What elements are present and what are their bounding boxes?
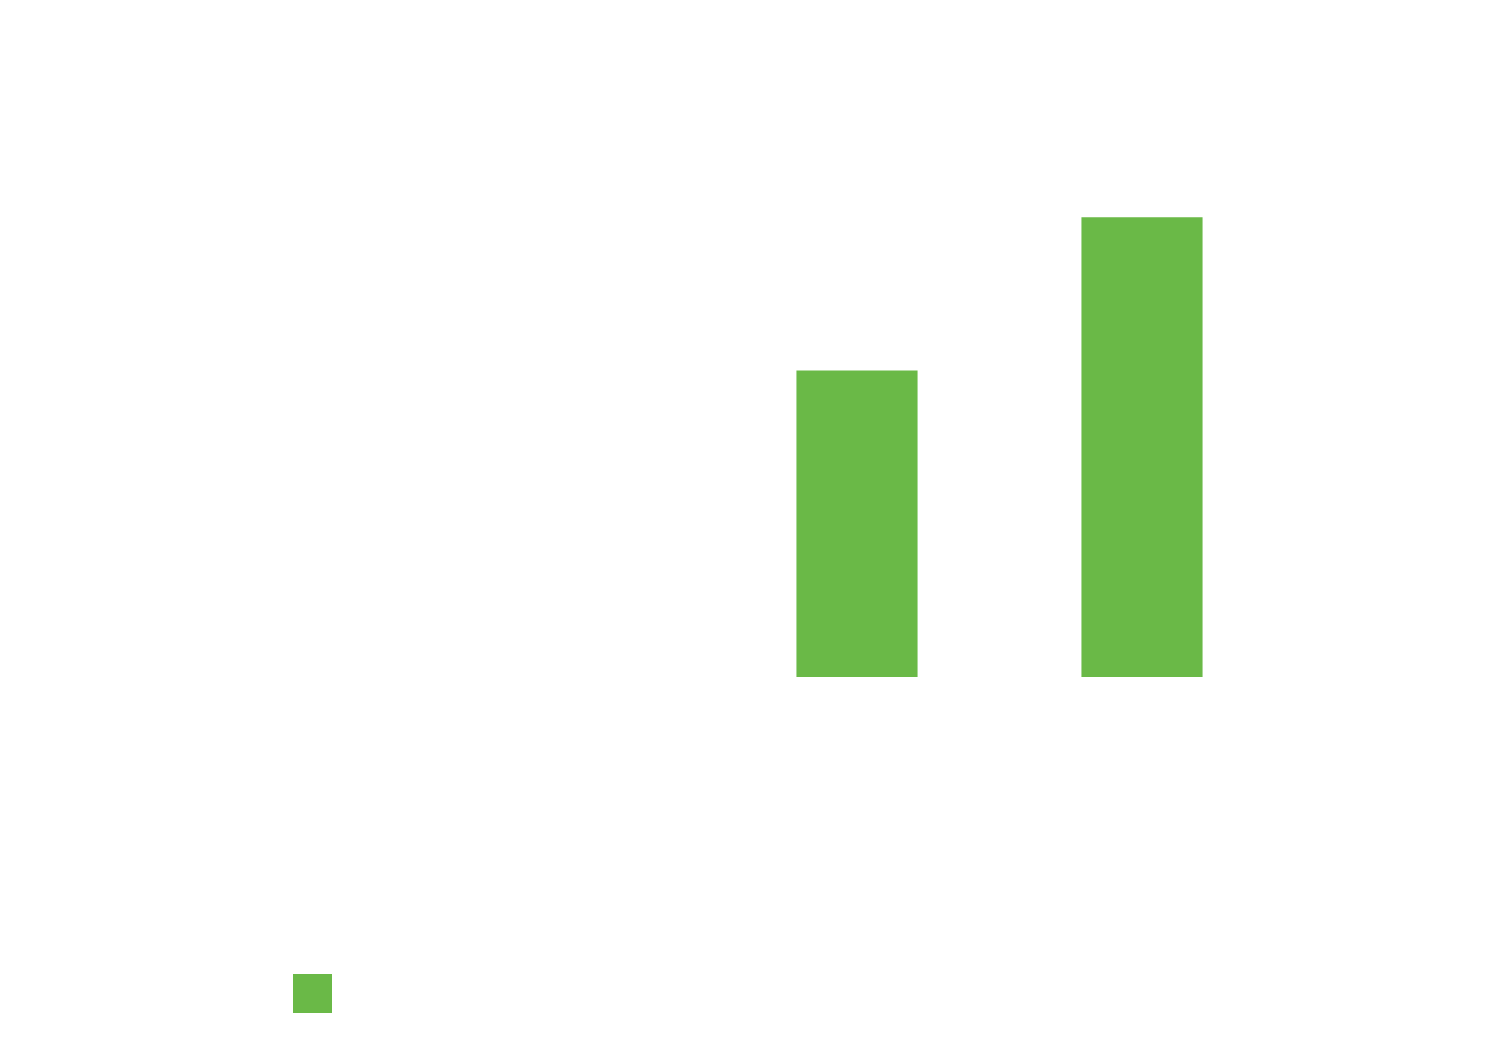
bar — [796, 370, 918, 677]
bar — [1081, 217, 1203, 677]
legend-swatch — [293, 974, 332, 1013]
